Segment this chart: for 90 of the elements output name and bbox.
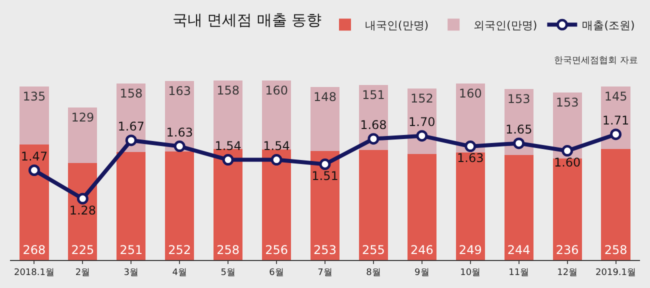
data-label: 163	[168, 84, 192, 98]
bar	[262, 150, 292, 260]
x-tick-label: 10월	[460, 268, 481, 278]
point	[125, 134, 137, 146]
data-label: 158	[216, 84, 240, 98]
x-tick-label: 2018.1월	[14, 268, 54, 278]
point	[416, 130, 428, 142]
bar	[262, 80, 292, 150]
bar	[20, 144, 49, 260]
data-label: 160	[265, 84, 288, 98]
bar	[68, 107, 98, 164]
data-label: 1.51	[312, 168, 338, 183]
text: 한국면세점협회 자료	[554, 56, 638, 66]
data-label: 244	[507, 243, 530, 257]
bar	[552, 92, 582, 158]
point	[610, 128, 622, 140]
data-label: 153	[507, 92, 530, 106]
data-label: 1.70	[408, 115, 436, 130]
point	[222, 154, 234, 166]
x-tick-label: 11월	[508, 268, 530, 278]
bar	[116, 152, 146, 260]
x-tick-label: 6월	[269, 268, 284, 278]
x-tick-label: 8월	[366, 268, 381, 278]
data-label: 1.28	[69, 203, 96, 218]
x-tick-label: 5월	[220, 268, 236, 278]
data-label: 135	[22, 89, 46, 104]
bar	[68, 163, 98, 260]
data-label: 1.47	[20, 150, 48, 164]
data-label: 148	[314, 90, 336, 104]
bar	[456, 152, 485, 260]
data-label: 249	[458, 243, 482, 257]
data-label: 145	[604, 89, 628, 104]
bar	[214, 80, 243, 149]
x-tick-label: 3월	[124, 268, 139, 278]
data-label: 258	[604, 243, 628, 257]
legend-label: 매출(조원)	[582, 18, 635, 32]
bar	[407, 154, 436, 260]
data-label: 236	[556, 243, 579, 257]
data-label: 1.68	[360, 118, 387, 132]
point	[76, 192, 88, 204]
data-label: 256	[265, 243, 288, 257]
data-label: 153	[556, 95, 579, 110]
point	[368, 133, 380, 145]
data-label: 1.67	[118, 120, 145, 134]
legend-label: 내국인(만명)	[365, 18, 429, 32]
data-label: 252	[168, 243, 192, 257]
bar	[504, 154, 534, 260]
x-tick-label: 2019.1월	[596, 268, 636, 278]
point	[174, 140, 186, 152]
bar	[310, 87, 340, 151]
point	[319, 158, 331, 170]
bar	[358, 150, 388, 260]
chart-title: 국내 면세점 매출 동향	[172, 10, 322, 29]
legend-label: 외국인(만명)	[474, 18, 538, 32]
bar	[601, 148, 630, 260]
data-label: 1.54	[263, 139, 290, 154]
data-label: 1.54	[214, 139, 242, 154]
data-label: 258	[216, 243, 240, 257]
bar	[165, 151, 194, 260]
bar	[20, 86, 49, 144]
bar	[552, 158, 582, 260]
data-label: 1.63	[166, 126, 193, 140]
data-label: 160	[458, 86, 482, 101]
x-tick-label: 4월	[172, 268, 187, 278]
bar	[214, 148, 243, 260]
data-label: 1.60	[554, 155, 581, 170]
data-label: 158	[120, 86, 143, 101]
data-label: 1.63	[457, 150, 484, 165]
data-label: 246	[410, 243, 434, 257]
x-tick-label: 7월	[318, 268, 332, 278]
x-tick-label: 9월	[414, 268, 430, 278]
data-label: 225	[71, 243, 94, 257]
data-label: 253	[314, 243, 336, 257]
point	[464, 140, 476, 152]
data-label: 255	[362, 243, 385, 257]
point	[270, 154, 282, 166]
data-label: 152	[410, 91, 434, 106]
point	[513, 138, 525, 150]
data-label: 268	[22, 243, 46, 257]
data-label: 1.71	[602, 114, 630, 128]
bar	[456, 84, 485, 153]
data-label: 1.65	[505, 122, 532, 137]
x-tick-label: 2월	[75, 268, 90, 278]
point	[28, 164, 40, 176]
data-label: 151	[362, 88, 385, 102]
bar	[310, 150, 340, 260]
data-label: 251	[120, 243, 143, 257]
data-label: 129	[71, 110, 94, 124]
point	[562, 145, 574, 157]
x-tick-label: 12월	[557, 268, 578, 278]
